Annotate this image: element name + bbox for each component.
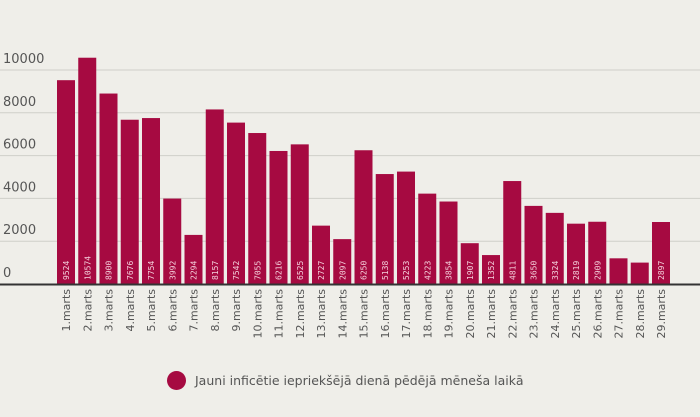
- data-label: 3854: [445, 261, 454, 280]
- x-tick-label: 1.marts: [60, 289, 73, 332]
- data-labels: 9524 10574 8900 7676 7754 3992 2294 8157 7542 705…: [62, 256, 666, 280]
- data-label: 2909: [593, 261, 602, 280]
- data-label: 7754: [147, 261, 156, 280]
- bar: [57, 80, 75, 284]
- data-label: 5138: [381, 261, 390, 280]
- x-tick-label: 22.marts: [506, 289, 519, 339]
- data-label: 2727: [317, 261, 326, 280]
- x-tick-label: 29.marts: [655, 289, 668, 339]
- data-label: 5253: [402, 261, 411, 280]
- bar: [184, 234, 203, 284]
- x-tick-label: 16.marts: [379, 289, 392, 339]
- y-axis-ticks: 0 2000 4000 6000 8000 10000: [3, 52, 44, 281]
- x-tick-label: 7.marts: [188, 289, 201, 332]
- data-label: 3324: [551, 261, 560, 280]
- bar: [142, 118, 160, 285]
- x-tick-label: 14.marts: [336, 289, 349, 339]
- data-label: 2294: [190, 261, 199, 280]
- x-tick-label: 18.marts: [421, 289, 434, 339]
- legend-label: Jauni inficētie iepriekšējā dienā pēdējā…: [195, 373, 524, 388]
- data-label: 1352: [487, 261, 496, 280]
- x-tick-label: 23.marts: [528, 289, 541, 339]
- y-tick-label: 6000: [3, 138, 36, 153]
- bars: [57, 57, 670, 285]
- bar: [269, 150, 288, 284]
- data-label: 7676: [126, 261, 135, 280]
- x-tick-label: 21.marts: [485, 289, 498, 339]
- bar: [652, 222, 670, 284]
- x-tick-label: 26.marts: [591, 289, 604, 339]
- x-tick-label: 9.marts: [230, 289, 243, 332]
- y-tick-label: 0: [3, 266, 11, 281]
- data-label: 7055: [253, 261, 262, 280]
- data-label: 6250: [360, 261, 369, 280]
- bar: [290, 144, 309, 284]
- data-label: 8157: [211, 261, 220, 280]
- x-tick-label: 20.marts: [464, 289, 477, 339]
- bar: [205, 109, 224, 284]
- data-label: 7542: [232, 261, 241, 280]
- x-tick-label: 19.marts: [443, 289, 456, 339]
- data-label: 10574: [83, 256, 92, 280]
- x-tick-label: 28.marts: [634, 289, 647, 339]
- y-tick-label: 2000: [3, 223, 36, 238]
- x-tick-label: 12.marts: [294, 289, 307, 339]
- x-tick-label: 11.marts: [273, 289, 286, 339]
- data-label: 4811: [508, 261, 517, 280]
- x-tick-label: 2.marts: [81, 289, 94, 332]
- y-tick-label: 4000: [3, 180, 36, 195]
- x-tick-label: 10.marts: [251, 289, 264, 339]
- x-tick-label: 4.marts: [124, 289, 137, 332]
- x-tick-label: 24.marts: [549, 289, 562, 339]
- bar: [439, 201, 458, 284]
- x-tick-label: 25.marts: [570, 289, 583, 339]
- legend: Jauni inficētie iepriekšējā dienā pēdējā…: [167, 371, 524, 390]
- y-tick-label: 8000: [3, 95, 36, 110]
- data-label: 8900: [105, 261, 114, 280]
- x-tick-label: 3.marts: [103, 289, 116, 332]
- x-tick-label: 5.marts: [145, 289, 158, 332]
- data-label: 3992: [168, 261, 177, 280]
- x-tick-label: 13.marts: [315, 289, 328, 339]
- x-tick-label: 6.marts: [166, 289, 179, 332]
- x-tick-label: 15.marts: [358, 289, 371, 339]
- bar: [567, 223, 585, 284]
- bar: [397, 171, 415, 284]
- x-tick-label: 27.marts: [613, 289, 626, 339]
- bar: [78, 57, 97, 284]
- data-label: 2819: [572, 261, 581, 280]
- bar: [524, 205, 543, 284]
- bar: [418, 193, 437, 284]
- data-label: 3650: [530, 261, 539, 280]
- x-tick-label: 8.marts: [209, 289, 222, 332]
- bar: [312, 225, 330, 284]
- bar: [163, 198, 182, 284]
- y-tick-label: 10000: [3, 52, 44, 67]
- bar: [588, 221, 607, 284]
- data-label: 4223: [423, 261, 432, 280]
- bar: [227, 122, 245, 284]
- bar: [609, 258, 628, 284]
- bar: [248, 133, 267, 284]
- bar: [354, 150, 373, 284]
- data-label: 1907: [466, 261, 475, 280]
- bar: [630, 262, 649, 284]
- x-axis-ticks: 1.marts 2.marts 3.marts 4.marts 5.marts 6.mar…: [60, 289, 668, 339]
- bar: [503, 181, 522, 284]
- legend-swatch: [167, 371, 186, 390]
- bar: [120, 119, 139, 284]
- data-label: 6216: [275, 261, 284, 280]
- bar: [545, 212, 564, 284]
- bar: [375, 174, 394, 284]
- x-tick-label: 17.marts: [400, 289, 413, 339]
- data-label: 2097: [338, 261, 347, 280]
- bar: [460, 243, 479, 284]
- data-label: 2897: [657, 261, 666, 280]
- bar: [482, 255, 500, 284]
- bar: [333, 239, 352, 284]
- bar: [99, 93, 118, 284]
- data-label: 9524: [62, 261, 71, 280]
- data-label: 6525: [296, 261, 305, 280]
